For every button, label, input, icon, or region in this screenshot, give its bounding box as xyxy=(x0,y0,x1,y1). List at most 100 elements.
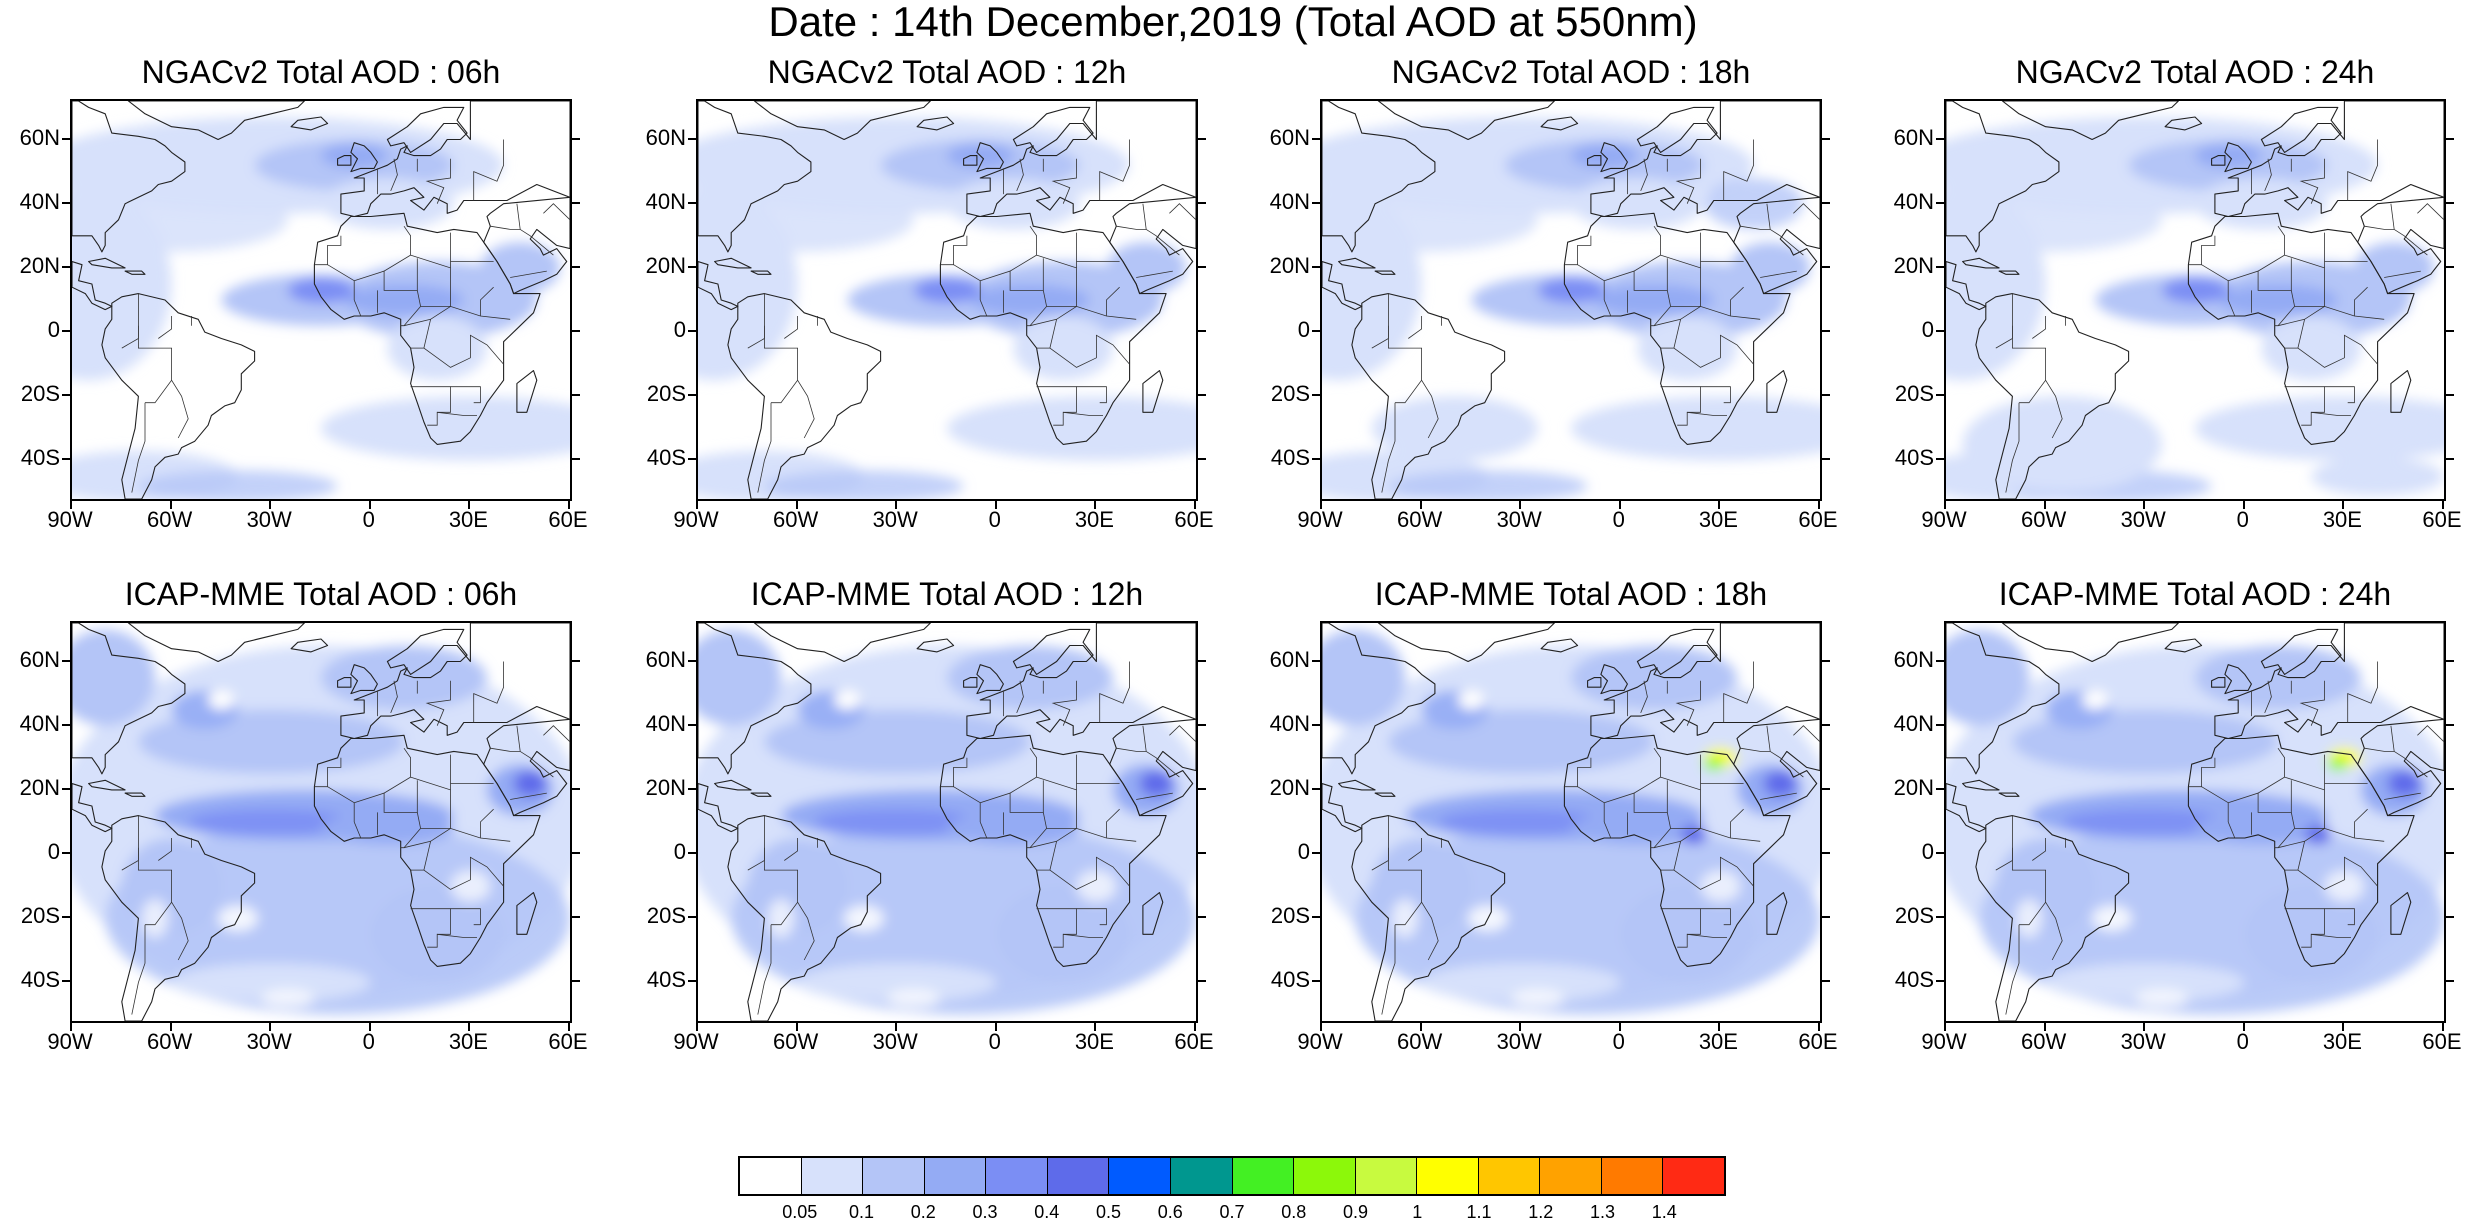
lat-tick-label: 60N xyxy=(1269,124,1310,150)
coastline xyxy=(1338,779,1376,791)
lat-tick xyxy=(688,394,696,397)
coastline xyxy=(1563,212,1791,445)
colorbar-swatch xyxy=(863,1158,925,1194)
country-border xyxy=(2324,908,2355,926)
aod-field xyxy=(321,396,570,461)
map-panel-1: NGACv2 Total AOD : 06h 60N 40N 20N 0 20S 40S 90… xyxy=(0,52,588,572)
aod-field xyxy=(208,690,235,710)
lat-tick-label: 40N xyxy=(1893,710,1934,736)
aod-field xyxy=(1458,690,1485,710)
lon-tick-label: 60E xyxy=(548,507,588,532)
aod-field xyxy=(72,629,155,726)
lon-tick-label: 60W xyxy=(772,1029,819,1054)
country-border xyxy=(425,158,451,204)
lat-tick-label: 0 xyxy=(47,317,60,343)
lat-tick-label: 60N xyxy=(19,124,60,150)
lon-tick-label: 30E xyxy=(2322,507,2362,532)
aod-field xyxy=(2218,284,2338,316)
country-border xyxy=(1564,235,1592,266)
lat-tick-label: 0 xyxy=(673,317,686,343)
country-border xyxy=(1660,386,1701,426)
lon-tick xyxy=(696,501,698,509)
country-border xyxy=(1009,225,1038,272)
lat-tick xyxy=(1822,265,1830,268)
coastline xyxy=(1587,155,1602,166)
lon-tick xyxy=(2242,501,2245,509)
coastline xyxy=(1374,792,1396,797)
country-border xyxy=(2201,786,2229,822)
coastline xyxy=(1351,293,1506,499)
aod-field xyxy=(2082,690,2109,710)
country-border xyxy=(1673,841,1754,890)
aod-map xyxy=(1320,99,1822,501)
lon-tick xyxy=(994,501,997,509)
country-border xyxy=(1036,254,1077,307)
country-border xyxy=(1049,841,1130,890)
aod-field xyxy=(2195,645,2361,710)
lat-tick xyxy=(62,330,70,333)
country-border xyxy=(1650,828,1671,849)
lat-tick-label: 20S xyxy=(646,903,686,929)
lon-tick-label: 30E xyxy=(2322,1029,2362,1054)
country-border xyxy=(314,235,342,266)
colorbar-label: 0.1 xyxy=(848,1202,875,1222)
coastline xyxy=(698,623,812,775)
lon-tick-label: 60E xyxy=(1174,507,1214,532)
lat-tick xyxy=(62,394,70,397)
lat-tick-label: 20S xyxy=(1270,903,1310,929)
lat-tick xyxy=(1198,916,1206,919)
coastline xyxy=(1766,892,1788,935)
lat-tick xyxy=(62,787,70,790)
lat-tick xyxy=(1198,137,1206,140)
lat-tick xyxy=(1936,458,1944,461)
lat-tick xyxy=(1198,458,1206,461)
aod-field xyxy=(1076,870,1117,903)
lat-tick xyxy=(1198,394,1206,397)
country-border xyxy=(2228,792,2295,829)
coastline xyxy=(2390,370,2412,413)
country-border xyxy=(171,901,189,961)
country-border xyxy=(1421,901,1439,961)
lat-tick-label: 0 xyxy=(1921,317,1934,343)
lat-tick xyxy=(1936,394,1944,397)
lat-tick xyxy=(1198,852,1206,855)
lat-tick xyxy=(1936,137,1944,140)
aod-field xyxy=(1680,825,1708,845)
country-border xyxy=(2390,203,2428,256)
panel-title: ICAP-MME Total AOD : 24h xyxy=(1998,576,2392,612)
aod-field xyxy=(1946,629,2029,726)
country-border xyxy=(410,254,451,307)
lat-tick xyxy=(572,137,580,140)
country-border xyxy=(940,235,968,266)
lat-tick xyxy=(1312,980,1320,983)
colorbar-swatch xyxy=(1109,1158,1171,1194)
country-border xyxy=(2353,286,2368,316)
aod-map xyxy=(1944,99,2446,501)
country-border xyxy=(1577,786,1605,822)
aod-map xyxy=(1320,621,1822,1023)
country-border xyxy=(1660,254,1701,307)
coastline xyxy=(1946,260,1987,311)
coastline xyxy=(698,101,812,253)
coastline xyxy=(1946,782,1987,833)
aod-field xyxy=(1594,284,1714,316)
lon-tick-label: 0 xyxy=(362,1029,375,1054)
lon-tick xyxy=(2043,501,2046,509)
country-border xyxy=(121,325,139,349)
lat-tick-label: 0 xyxy=(673,839,686,865)
country-border xyxy=(2032,838,2046,861)
aod-field xyxy=(797,963,997,1002)
country-border xyxy=(1760,792,1797,800)
country-border xyxy=(1766,725,1804,778)
lat-tick-label: 20S xyxy=(1894,381,1934,407)
lon-tick-label: 30W xyxy=(1496,507,1542,532)
country-border xyxy=(543,725,570,743)
aod-field xyxy=(814,809,981,835)
country-border xyxy=(2005,402,2020,493)
colorbar-label: 0.7 xyxy=(1219,1202,1245,1222)
country-border xyxy=(1408,838,1422,861)
country-border xyxy=(2284,386,2325,426)
coastline xyxy=(2187,734,2415,967)
lat-tick xyxy=(572,458,580,461)
colorbar-swatch xyxy=(1601,1158,1664,1194)
